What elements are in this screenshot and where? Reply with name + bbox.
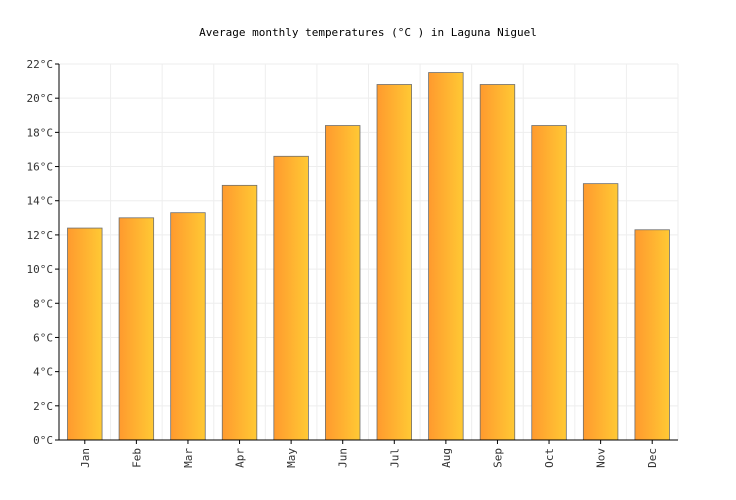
x-tick-label-dec: Dec bbox=[646, 448, 659, 468]
y-tick-label: 2°C bbox=[33, 400, 53, 413]
bar-jul bbox=[376, 84, 412, 441]
x-tick-label-apr: Apr bbox=[234, 448, 247, 468]
y-tick-label: 4°C bbox=[33, 366, 53, 379]
y-tick-label: 16°C bbox=[27, 161, 54, 174]
bar-jun bbox=[325, 125, 361, 441]
bar-feb bbox=[118, 217, 155, 441]
x-tick-label-jul: Jul bbox=[388, 448, 401, 468]
x-tick-label-mar: Mar bbox=[182, 448, 195, 468]
bar-aug bbox=[428, 72, 464, 441]
y-tick-label: 6°C bbox=[33, 331, 53, 344]
x-tick-label-feb: Feb bbox=[130, 448, 143, 468]
x-tick-label-aug: Aug bbox=[440, 448, 453, 468]
y-tick-label: 10°C bbox=[27, 263, 54, 276]
bars bbox=[67, 72, 670, 441]
y-tick-label: 8°C bbox=[33, 297, 53, 310]
bar-nov bbox=[582, 183, 619, 441]
y-tick-label: 20°C bbox=[27, 92, 54, 105]
y-tick-label: 22°C bbox=[27, 58, 54, 71]
x-tick-label-nov: Nov bbox=[595, 448, 608, 468]
x-tick-label-sep: Sep bbox=[491, 448, 504, 468]
y-tick-label: 18°C bbox=[27, 126, 54, 139]
bar-jan bbox=[67, 227, 103, 441]
bar-mar bbox=[170, 212, 206, 441]
x-axis-ticks: Jan Feb Mar Apr May Jun Jul Aug Sep Oct Nov Dec bbox=[79, 440, 659, 468]
bar-sep bbox=[479, 84, 516, 441]
x-tick-label-oct: Oct bbox=[543, 448, 556, 468]
axes bbox=[58, 64, 678, 441]
bar-may bbox=[273, 155, 309, 441]
y-tick-label: 14°C bbox=[27, 195, 54, 208]
x-tick-label-jan: Jan bbox=[79, 448, 92, 468]
bar-oct bbox=[531, 125, 567, 441]
chart-title: Average monthly temperatures (°C ) in La… bbox=[199, 26, 537, 39]
y-tick-label: 0°C bbox=[33, 434, 53, 447]
bar-apr bbox=[221, 184, 258, 441]
y-axis-ticks: 0°C 2°C 4°C 6°C 8°C 10°C 12°C 14°C 16°C 18°C 20°C 2… bbox=[27, 58, 59, 447]
bar-dec bbox=[634, 229, 670, 441]
y-tick-label: 12°C bbox=[27, 229, 54, 242]
x-tick-label-jun: Jun bbox=[337, 448, 350, 468]
x-tick-label-may: May bbox=[285, 448, 298, 468]
